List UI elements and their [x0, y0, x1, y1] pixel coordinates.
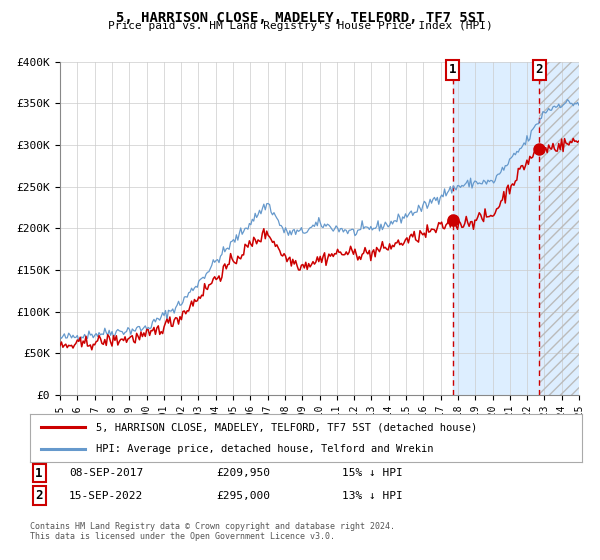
Bar	[452, 62, 579, 395]
Text: HPI: Average price, detached house, Telford and Wrekin: HPI: Average price, detached house, Telf…	[96, 444, 434, 454]
Text: 13% ↓ HPI: 13% ↓ HPI	[342, 491, 403, 501]
Text: Price paid vs. HM Land Registry's House Price Index (HPI): Price paid vs. HM Land Registry's House …	[107, 21, 493, 31]
Text: 15% ↓ HPI: 15% ↓ HPI	[342, 468, 403, 478]
Text: 08-SEP-2017: 08-SEP-2017	[69, 468, 143, 478]
Text: £209,950: £209,950	[216, 468, 270, 478]
Text: 15-SEP-2022: 15-SEP-2022	[69, 491, 143, 501]
Text: £295,000: £295,000	[216, 491, 270, 501]
Text: 2: 2	[35, 489, 43, 502]
Text: 1: 1	[35, 466, 43, 480]
Text: Contains HM Land Registry data © Crown copyright and database right 2024.
This d: Contains HM Land Registry data © Crown c…	[30, 522, 395, 542]
Bar	[539, 62, 579, 395]
Text: 2: 2	[536, 63, 543, 76]
Text: 5, HARRISON CLOSE, MADELEY, TELFORD, TF7 5ST (detached house): 5, HARRISON CLOSE, MADELEY, TELFORD, TF7…	[96, 422, 478, 432]
Text: 5, HARRISON CLOSE, MADELEY, TELFORD, TF7 5ST: 5, HARRISON CLOSE, MADELEY, TELFORD, TF7…	[116, 11, 484, 25]
Text: 1: 1	[449, 63, 456, 76]
